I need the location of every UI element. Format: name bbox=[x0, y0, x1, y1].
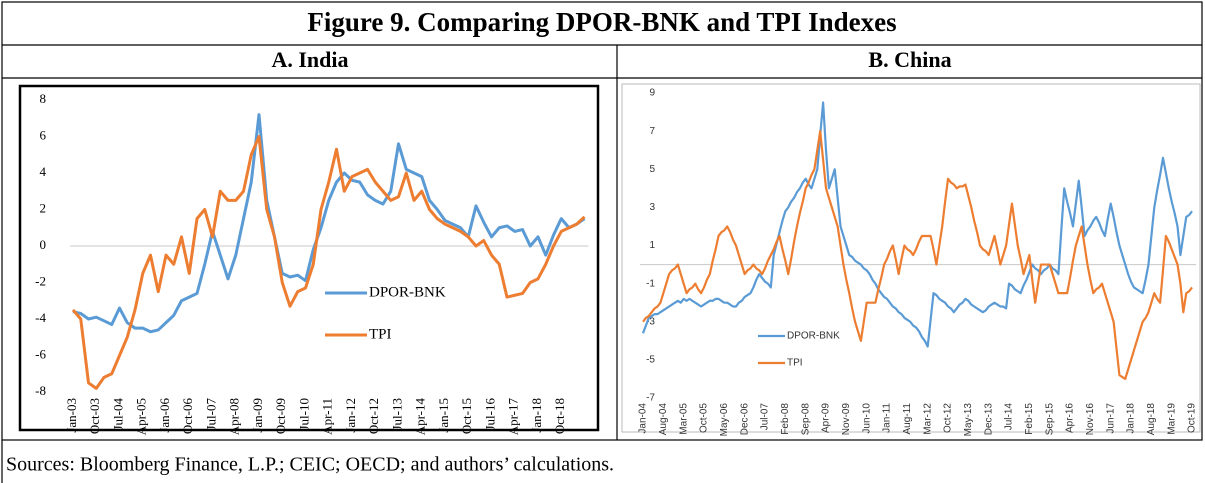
x-tick-label: Jul-13 bbox=[389, 398, 404, 431]
x-tick-label: Nov-16 bbox=[1085, 403, 1096, 436]
x-tick-label: Sep-08 bbox=[800, 403, 811, 436]
y-tick-label: -3 bbox=[646, 316, 655, 327]
x-tick-label: Sep-15 bbox=[1044, 403, 1055, 436]
y-tick-label: 6 bbox=[40, 127, 47, 142]
x-tick-label: Nov-09 bbox=[841, 403, 852, 436]
x-tick-label: Jan-12 bbox=[343, 398, 358, 433]
x-tick-label: Apr-17 bbox=[506, 398, 521, 436]
x-tick-label: Jul-04 bbox=[110, 398, 125, 431]
x-tick-label: Apr-09 bbox=[821, 403, 832, 433]
legend-label: DPOR-BNK bbox=[369, 284, 446, 300]
chart-frame bbox=[621, 83, 1201, 433]
y-tick-label: -6 bbox=[35, 346, 46, 361]
panel-title: A. India bbox=[271, 47, 348, 72]
x-tick-label: Oct-05 bbox=[699, 403, 710, 433]
y-tick-label: 5 bbox=[649, 164, 655, 175]
x-tick-label: Oct-06 bbox=[180, 398, 195, 435]
x-tick-label: Jan-15 bbox=[436, 398, 451, 433]
x-tick-label: May-13 bbox=[963, 403, 974, 437]
y-tick-label: -4 bbox=[35, 310, 46, 325]
figure-title: Figure 9. Comparing DPOR-BNK and TPI Ind… bbox=[307, 7, 896, 37]
figure-frame bbox=[1, 1, 1203, 441]
x-tick-label: Aug-11 bbox=[902, 403, 913, 435]
legend-label: TPI bbox=[787, 358, 803, 369]
x-tick-label: Jun-17 bbox=[1105, 403, 1116, 434]
y-tick-label: -8 bbox=[35, 383, 46, 398]
y-tick-label: -5 bbox=[646, 355, 655, 366]
x-tick-label: Dec-13 bbox=[983, 403, 994, 436]
y-tick-label: -1 bbox=[646, 278, 655, 289]
x-tick-label: Dec-06 bbox=[739, 403, 750, 436]
panel-india: 8 6 4 2 0 -2 -4 -6 -8 Jan-03 Oct-03 Jul-04 Apr-05 Jan… bbox=[35, 91, 589, 436]
x-tick-label: Oct-19 bbox=[1187, 403, 1198, 433]
x-tick-label: Aug-04 bbox=[658, 403, 669, 436]
x-tick-label: Mar-05 bbox=[678, 403, 689, 435]
y-tick-label: 4 bbox=[40, 164, 47, 179]
panel-title: B. China bbox=[868, 47, 951, 72]
x-tick-label: Jul-16 bbox=[482, 398, 497, 431]
y-tick-label: 8 bbox=[40, 91, 47, 106]
y-tick-label: -2 bbox=[35, 273, 46, 288]
data-line bbox=[72, 113, 586, 334]
data-line bbox=[642, 130, 1193, 381]
x-tick-label: Jul-07 bbox=[760, 403, 771, 431]
x-tick-label: Mar-12 bbox=[922, 403, 933, 435]
x-tick-label: Jan-06 bbox=[157, 398, 172, 433]
x-tick-label: Jan-09 bbox=[250, 398, 265, 433]
x-tick-label: Jan-18 bbox=[529, 398, 544, 433]
chart-frame bbox=[18, 84, 600, 432]
data-line bbox=[641, 101, 1193, 348]
x-tick-label: Oct-18 bbox=[552, 398, 567, 434]
x-tick-label: May-06 bbox=[719, 403, 730, 437]
x-tick-label: Jun-10 bbox=[861, 403, 872, 434]
x-tick-label: Oct-12 bbox=[943, 403, 954, 433]
y-tick-label: 1 bbox=[649, 240, 655, 251]
x-tick-label: Apr-11 bbox=[320, 398, 335, 435]
y-tick-label: 0 bbox=[40, 237, 47, 252]
y-tick-label: 7 bbox=[649, 126, 655, 137]
data-line bbox=[71, 135, 586, 390]
x-tick-label: Aug-18 bbox=[1146, 403, 1157, 436]
x-tick-label: Apr-05 bbox=[134, 398, 149, 435]
legend-label: TPI bbox=[369, 326, 392, 342]
x-tick-label: Apr-08 bbox=[227, 398, 242, 435]
x-tick-label: Jul-10 bbox=[296, 398, 311, 431]
x-tick-label: Jan-04 bbox=[638, 403, 649, 434]
x-tick-label: Apr-16 bbox=[1065, 403, 1076, 433]
x-tick-label: Jan-03 bbox=[64, 398, 79, 433]
legend-label: DPOR-BNK bbox=[787, 331, 840, 342]
x-tick-label: Oct-15 bbox=[459, 398, 474, 434]
x-tick-label: Jul-14 bbox=[1004, 403, 1015, 431]
y-tick-label: -7 bbox=[646, 393, 655, 404]
x-tick-label: Apr-14 bbox=[413, 398, 428, 436]
x-tick-label: Oct-03 bbox=[87, 398, 102, 434]
y-tick-label: 3 bbox=[649, 202, 655, 213]
x-tick-label: Feb-08 bbox=[780, 403, 791, 435]
y-tick-label: 2 bbox=[40, 200, 47, 215]
x-tick-label: Jan-18 bbox=[1126, 403, 1137, 434]
x-tick-label: Jan-11 bbox=[882, 403, 893, 433]
x-tick-label: Oct-09 bbox=[273, 398, 288, 434]
x-tick-label: Jul-07 bbox=[203, 398, 218, 431]
x-tick-label: Feb-15 bbox=[1024, 403, 1035, 435]
y-tick-label: 9 bbox=[649, 88, 655, 99]
source-note: Sources: Bloomberg Finance, L.P.; CEIC; … bbox=[6, 454, 614, 476]
x-tick-label: Oct-12 bbox=[366, 398, 381, 434]
x-tick-label: Mar-19 bbox=[1166, 403, 1177, 435]
